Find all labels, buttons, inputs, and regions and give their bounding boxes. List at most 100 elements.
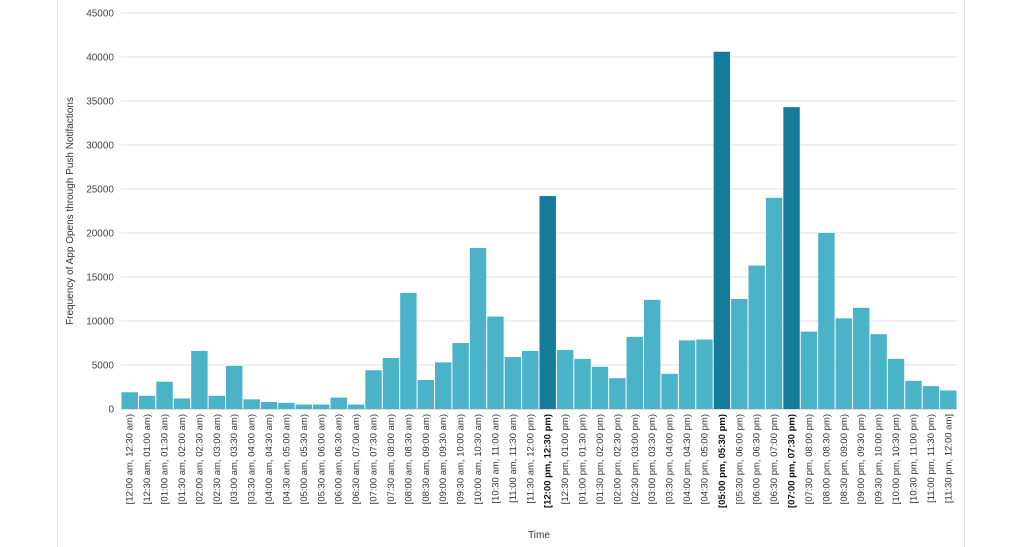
x-tick-label: [06:30 pm, 07:00 pm) [769, 414, 780, 504]
bar [295, 404, 313, 409]
bar [609, 378, 626, 409]
bar [487, 316, 504, 409]
bar [278, 402, 295, 409]
bar [400, 292, 417, 409]
x-tick-label: [05:30 pm, 06:00 pm) [734, 414, 745, 504]
bar [208, 395, 225, 409]
bar [696, 339, 713, 409]
bar [765, 197, 783, 409]
bar [435, 362, 452, 409]
bar [574, 358, 591, 409]
y-tick-label: 45000 [86, 9, 114, 20]
bar [156, 381, 173, 409]
x-tick-label: [08:00 am, 08:30 am) [403, 414, 414, 504]
y-tick-label: 30000 [86, 141, 114, 152]
bar [452, 343, 469, 409]
x-tick-label: [04:30 am, 05:00 am) [282, 414, 293, 504]
bar [591, 366, 609, 409]
bar [504, 357, 522, 409]
x-tick-label: [10:00 am, 10:30 am) [473, 414, 484, 504]
x-axis-title: Time [528, 530, 550, 541]
x-tick-label: [02:30 am, 03:00 am) [212, 414, 223, 504]
x-tick-label: [02:00 am, 02:30 am) [194, 414, 205, 504]
x-tick-label: [04:00 am, 04:30 am) [264, 414, 275, 504]
x-tick-label: [09:30 am, 10:00 am) [456, 414, 467, 504]
bar [382, 357, 400, 409]
x-tick-label: [02:00 pm, 02:30 pm) [612, 414, 623, 504]
bar [469, 247, 487, 409]
bar [783, 107, 800, 409]
bar [138, 395, 156, 409]
bar [748, 265, 765, 409]
bars [121, 51, 957, 409]
bar [800, 331, 818, 409]
x-tick-label: [01:00 am, 01:30 am) [160, 414, 171, 504]
bar [539, 196, 556, 409]
bar [365, 370, 382, 409]
bar [556, 350, 574, 409]
y-tick-label: 20000 [86, 229, 114, 240]
x-tick-label: [01:00 pm, 01:30 pm) [578, 414, 589, 504]
x-tick-label: [08:30 pm, 09:00 pm) [839, 414, 850, 504]
x-tick-label: [05:30 am, 06:00 am) [316, 414, 327, 504]
x-tick-label: [03:00 am, 03:30 am) [229, 414, 240, 504]
bar [818, 233, 835, 409]
x-tick-label: [09:30 pm, 10:00 pm) [874, 414, 885, 504]
x-tick-label: [03:00 pm, 03:30 pm) [647, 414, 658, 504]
bar [260, 401, 278, 409]
x-tick-label: [05:00 pm, 05:30 pm) [717, 414, 728, 508]
x-tick-label: [01:30 pm, 02:00 pm) [595, 414, 606, 504]
bar [731, 299, 748, 409]
y-axis-title: Frequency of App Opens through Push Noti… [65, 97, 76, 325]
bar [226, 365, 243, 409]
x-tick-label: [12:30 pm, 01:00 pm) [560, 414, 571, 504]
x-tick-label: [06:00 pm, 06:30 pm) [752, 414, 763, 504]
bar [661, 373, 678, 409]
x-tick-label: [06:00 am, 06:30 am) [334, 414, 345, 504]
gridlines [121, 12, 957, 410]
x-tick-label: [07:00 am, 07:30 am) [369, 414, 380, 504]
x-tick-label: [07:30 pm, 08:00 pm) [804, 414, 815, 504]
y-tick-label: 10000 [86, 317, 114, 328]
x-tick-label: [07:00 pm, 07:30 pm) [787, 414, 798, 508]
bar [173, 398, 191, 409]
x-tick-label: [04:30 pm, 05:00 pm) [700, 414, 711, 504]
x-tick-label: [11:30 am, 12:00 pm) [525, 414, 536, 504]
x-tick-label: [06:30 am, 07:00 am) [351, 414, 362, 504]
bar [191, 350, 208, 409]
x-tick-label: [11:00 am, 11:30 am) [508, 414, 519, 503]
x-tick-label: [10:00 pm, 10:30 pm) [891, 414, 902, 504]
bar [313, 404, 330, 409]
bar [626, 336, 643, 409]
x-tick-label: [05:00 am, 05:30 am) [299, 414, 310, 504]
bar [330, 397, 347, 409]
bar [887, 358, 905, 409]
y-tick-label: 35000 [86, 97, 114, 108]
x-tick-label: [10:30 am, 11:00 am) [491, 414, 502, 504]
x-tick-label: [02:30 pm, 03:00 pm) [630, 414, 641, 504]
y-tick-label: 25000 [86, 185, 114, 196]
bar [243, 399, 260, 409]
x-tick-label: [12:00 am, 12:30 am) [125, 414, 136, 504]
x-axis-ticks: [12:00 am, 12:30 am) [12:30 am, 01:00 am)… [125, 414, 955, 508]
x-tick-label: [09:00 pm, 09:30 pm) [856, 414, 867, 504]
chart-frame [57, 0, 965, 547]
bar [713, 51, 731, 409]
y-tick-label: 15000 [86, 273, 114, 284]
bar [922, 386, 940, 409]
bar [870, 334, 887, 409]
bar [940, 390, 957, 409]
x-tick-label: [12:30 am, 01:00 am) [142, 414, 153, 504]
x-tick-label: [11:30 pm, 12:00 am] [943, 414, 954, 503]
bar [678, 340, 696, 409]
y-tick-label: 40000 [86, 53, 114, 64]
x-tick-label: [09:00 am, 09:30 am) [438, 414, 449, 504]
y-tick-label: 5000 [92, 361, 115, 372]
x-tick-label: [04:00 pm, 04:30 pm) [682, 414, 693, 504]
y-tick-label: 0 [108, 405, 114, 416]
x-tick-label: [03:30 pm, 04:00 pm) [665, 414, 676, 504]
x-tick-label: [11:00 pm, 11:30 pm) [926, 414, 937, 503]
x-tick-label: [08:30 am, 09:00 am) [421, 414, 432, 504]
bar [853, 307, 870, 409]
bar [905, 380, 922, 409]
